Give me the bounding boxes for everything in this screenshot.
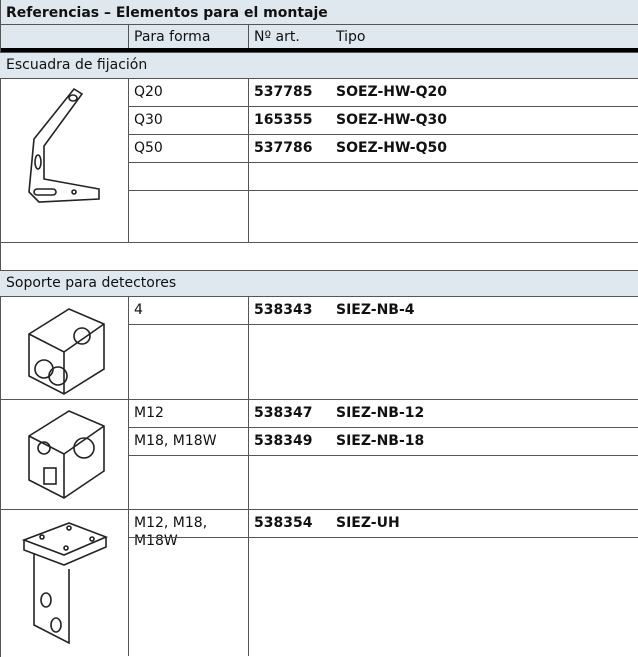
article-number: 538349 bbox=[254, 433, 313, 449]
rule bbox=[0, 509, 638, 510]
rule bbox=[0, 78, 638, 79]
support-icon bbox=[21, 522, 109, 645]
rule bbox=[128, 134, 638, 135]
form: M12 bbox=[134, 405, 164, 421]
rule bbox=[0, 24, 638, 25]
rule bbox=[0, 270, 638, 271]
col-line bbox=[128, 509, 129, 656]
col-line bbox=[128, 24, 129, 48]
article-number: 538354 bbox=[254, 515, 313, 531]
col-line bbox=[248, 296, 249, 399]
col-line bbox=[248, 509, 249, 656]
col-line bbox=[128, 399, 129, 509]
col-line bbox=[248, 399, 249, 509]
section-title: Escuadra de fijación bbox=[6, 57, 148, 73]
rule bbox=[128, 455, 638, 456]
rule bbox=[128, 324, 638, 325]
rule bbox=[128, 537, 638, 538]
type-code: SIEZ-UH bbox=[336, 515, 400, 531]
column-header: Para forma bbox=[134, 29, 211, 45]
article-number: 537786 bbox=[254, 140, 313, 156]
type-code: SIEZ-NB-18 bbox=[336, 433, 425, 449]
form: M18, M18W bbox=[134, 433, 217, 449]
form: Q50 bbox=[134, 140, 163, 156]
rule bbox=[0, 242, 638, 243]
column-header: Nº art. bbox=[254, 29, 300, 45]
rule bbox=[128, 162, 638, 163]
left-border bbox=[0, 0, 1, 657]
article-number: 165355 bbox=[254, 112, 313, 128]
type-code: SIEZ-NB-12 bbox=[336, 405, 425, 421]
article-number: 538347 bbox=[254, 405, 313, 421]
thick-rule bbox=[0, 48, 638, 52]
table-title: Referencias – Elementos para el montaje bbox=[6, 5, 328, 21]
rule bbox=[128, 106, 638, 107]
col-line bbox=[128, 78, 129, 242]
article-number: 537785 bbox=[254, 84, 313, 100]
section-bg bbox=[0, 52, 638, 78]
holder-icon bbox=[28, 308, 105, 395]
bracket-icon bbox=[28, 87, 100, 203]
type-code: SOEZ-HW-Q30 bbox=[336, 112, 447, 128]
holder-icon bbox=[28, 410, 105, 499]
type-code: SOEZ-HW-Q20 bbox=[336, 84, 447, 100]
form: Q20 bbox=[134, 84, 163, 100]
article-number: 538343 bbox=[254, 302, 313, 318]
rule bbox=[0, 52, 638, 53]
col-line bbox=[128, 296, 129, 399]
type-code: SIEZ-NB-4 bbox=[336, 302, 415, 318]
rule bbox=[0, 399, 638, 400]
form: Q30 bbox=[134, 112, 163, 128]
type-code: SOEZ-HW-Q50 bbox=[336, 140, 447, 156]
rule bbox=[128, 427, 638, 428]
section-title: Soporte para detectores bbox=[6, 275, 177, 291]
col-line bbox=[248, 78, 249, 242]
form: M12, M18, M18W bbox=[134, 515, 208, 549]
column-header: Tipo bbox=[336, 29, 366, 45]
rule bbox=[128, 190, 638, 191]
form: 4 bbox=[134, 302, 143, 318]
section-bg bbox=[0, 270, 638, 296]
col-line bbox=[248, 24, 249, 48]
rule bbox=[0, 296, 638, 297]
